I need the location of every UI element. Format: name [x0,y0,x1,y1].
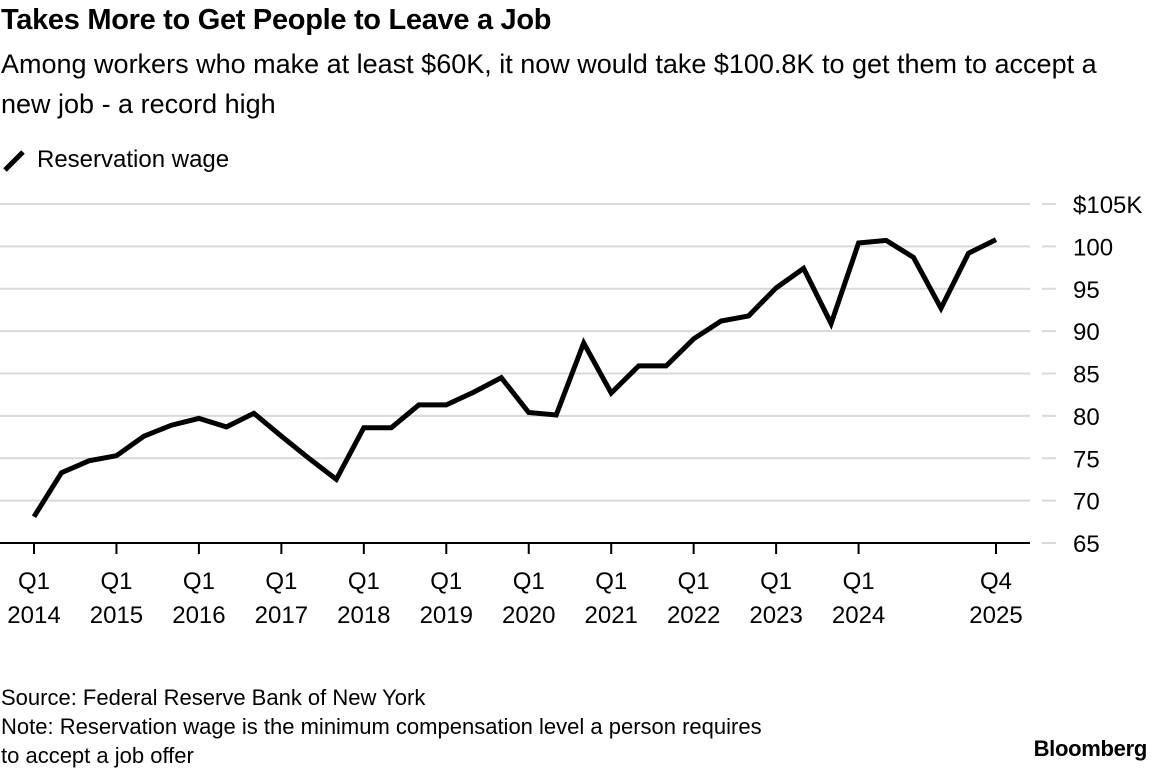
y-tick-label: 65 [1073,531,1100,558]
note-line-1: Note: Reservation wage is the minimum co… [1,714,762,739]
chart-title: Takes More to Get People to Leave a Job [1,4,552,36]
x-tick-label-year: 2020 [502,602,555,629]
chart-subtitle: Among workers who make at least $60K, it… [1,49,1097,119]
x-tick-label-year: 2025 [969,602,1022,629]
legend: Reservation wage [2,146,229,174]
gridlines [0,203,1030,502]
y-tick-label: 80 [1073,404,1100,431]
x-axis: Q1 2014 Q1 2015 Q1 2016 Q1 2017 Q1 2018 Q1 2019 Q1 20… [0,542,1030,629]
x-tick-label-quarter: Q1 [100,568,132,595]
y-axis-ticks: $105K 100 95 90 85 80 75 70 65 [1042,192,1142,558]
y-tick-label: 90 [1073,319,1100,346]
x-tick-label-year: 2014 [7,602,60,629]
x-tick-label-year: 2023 [749,602,802,629]
x-tick-label-quarter: Q4 [980,568,1012,595]
x-tick-label-quarter: Q1 [595,568,627,595]
y-tick-label: $105K [1073,192,1142,219]
x-tick-label-quarter: Q1 [513,568,545,595]
bloomberg-logo: Bloomberg [1033,736,1148,761]
reservation-wage-line [31,237,998,519]
x-tick-label-quarter: Q1 [183,568,215,595]
x-tick-label-year: 2016 [172,602,225,629]
line-chart: $105K 100 95 90 85 80 75 70 65 Q1 2014 Q1 2015 Q1 201… [0,192,1142,629]
y-tick-label: 75 [1073,446,1100,473]
x-tick-label-quarter: Q1 [843,568,875,595]
x-tick-label-year: 2022 [667,602,720,629]
x-tick-label-quarter: Q1 [760,568,792,595]
y-tick-label: 95 [1073,277,1100,304]
source-note: Source: Federal Reserve Bank of New York [1,685,426,710]
legend-label: Reservation wage [37,146,230,173]
note-line-2: to accept a job offer [1,743,194,768]
x-tick-label-quarter: Q1 [348,568,380,595]
y-tick-label: 70 [1073,489,1100,516]
x-tick-label-year: 2017 [255,602,308,629]
x-tick-label-year: 2015 [90,602,143,629]
x-tick-label-year: 2018 [337,602,390,629]
x-tick-label-year: 2019 [420,602,473,629]
x-tick-label-quarter: Q1 [430,568,462,595]
y-tick-label: 85 [1073,362,1100,389]
x-tick-label-year: 2024 [832,602,885,629]
x-tick-label-quarter: Q1 [678,568,710,595]
x-tick-label-quarter: Q1 [265,568,297,595]
x-tick-label-quarter: Q1 [18,568,50,595]
x-tick-label-year: 2021 [585,602,638,629]
series-layer [31,237,998,519]
line-swatch-icon [3,150,25,172]
footer: Source: Federal Reserve Bank of New York… [1,683,762,770]
y-tick-label: 100 [1073,234,1113,261]
